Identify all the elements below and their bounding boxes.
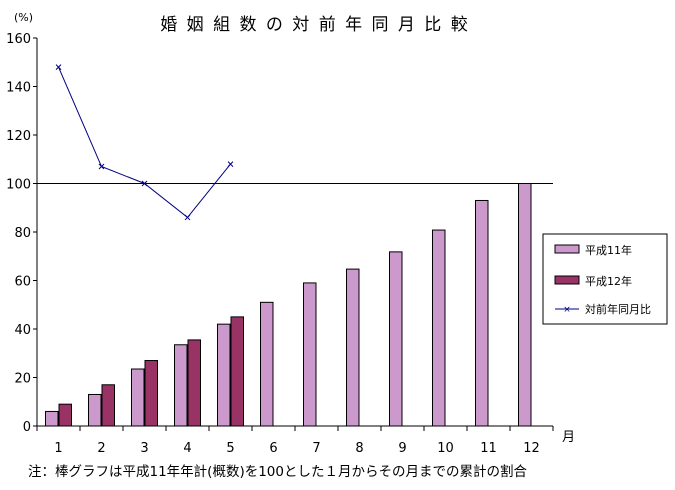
x-tick-label: 6 [269, 441, 277, 456]
bar-h11 [303, 282, 317, 427]
legend-swatch-h11 [554, 244, 580, 254]
x-tick-label: 4 [183, 441, 191, 456]
bar-h11 [432, 229, 446, 427]
y-tick-label: 20 [14, 372, 31, 387]
bar-h11 [389, 251, 403, 427]
y-tick-label: 40 [14, 323, 31, 338]
y-tick-label: 60 [14, 275, 31, 290]
bar-h12 [230, 316, 244, 427]
y-tick-label: 140 [6, 81, 31, 96]
x-tick-label: 2 [97, 441, 105, 456]
legend-label-h12: 平成12年 [585, 274, 632, 288]
x-tick-label: 8 [355, 441, 363, 456]
ratio-point [141, 180, 148, 187]
x-tick-label: 10 [437, 441, 454, 456]
ratio-point [184, 214, 191, 221]
legend: 平成11年 平成12年 × 対前年同月比 [542, 233, 668, 325]
y-tick-label: 160 [6, 32, 31, 47]
ratio-point [227, 161, 234, 167]
ratio-point [98, 163, 105, 170]
legend-label-ratio: 対前年同月比 [585, 302, 651, 316]
x-tick-label: 1 [54, 441, 62, 456]
bar-h12 [101, 384, 115, 427]
bar-h11 [518, 183, 532, 427]
bar-h12 [58, 403, 72, 427]
x-tick-label: 9 [398, 441, 406, 456]
chart-title: 婚 姻 組 数 の 対 前 年 同 月 比 較 [160, 15, 469, 35]
y-tick-label: 120 [6, 129, 31, 144]
bar-h12 [187, 339, 201, 427]
x-tick-label: 3 [140, 441, 148, 456]
ratio-line [58, 66, 231, 219]
bar-h11 [131, 368, 145, 427]
x-tick-label: 11 [480, 441, 497, 456]
bar-h11 [346, 268, 360, 427]
footnote: 注：棒グラフは平成11年年計(概数)を100とした１月からその月までの累計の割合 [28, 463, 527, 480]
y-tick-label: 80 [14, 226, 31, 241]
svg-text:×: × [563, 305, 571, 315]
bar-h11 [174, 344, 188, 427]
ratio-point [55, 64, 62, 70]
y-tick-label: 100 [6, 178, 31, 193]
x-axis-label: 月 [562, 430, 575, 445]
legend-swatch-h12 [554, 275, 580, 285]
bar-h11 [217, 323, 231, 427]
bar-h11 [475, 199, 489, 427]
bar-h12 [144, 360, 158, 427]
bar-h11 [88, 393, 102, 427]
y-axis-label: (%) [14, 11, 33, 24]
y-tick-label: 0 [23, 420, 31, 435]
x-tick-label: 7 [312, 441, 320, 456]
legend-label-h11: 平成11年 [585, 243, 632, 257]
bar-h11 [260, 301, 274, 427]
x-tick-label: 5 [226, 441, 234, 456]
x-tick-label: 12 [523, 441, 540, 456]
bar-h11 [45, 410, 59, 427]
